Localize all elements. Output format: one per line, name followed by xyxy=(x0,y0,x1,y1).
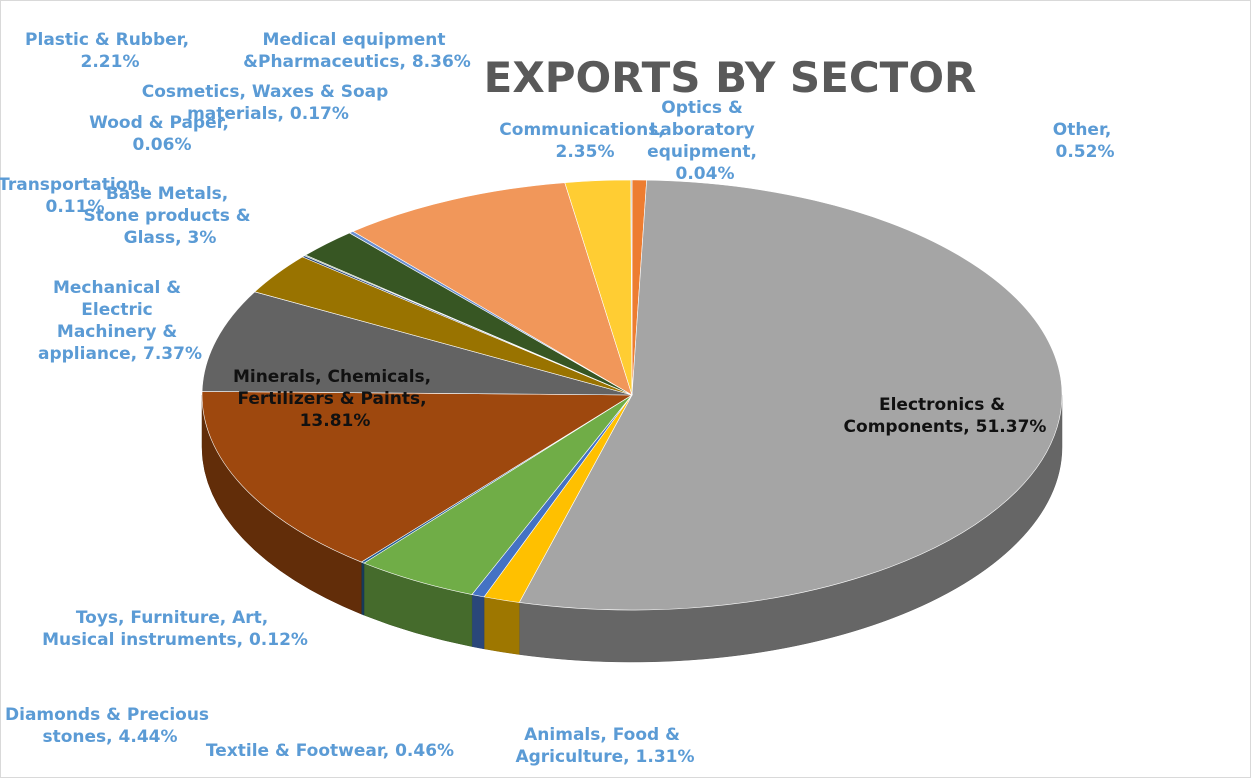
data-label: Wood & Paper, 0.06% xyxy=(89,113,235,155)
slice xyxy=(352,182,633,396)
slice xyxy=(518,179,1063,611)
data-label: Minerals, Chemicals, Fertilizers & Paint… xyxy=(233,367,437,431)
data-label: Cosmetics, Waxes & Soap materials, 0.17% xyxy=(142,82,394,124)
data-label: Mechanical & Electric Machinery & applia… xyxy=(38,278,202,364)
data-label: Other, 0.52% xyxy=(1053,120,1117,162)
data-label: Textile & Footwear, 0.46% xyxy=(206,741,454,761)
pie-sides xyxy=(201,394,1063,663)
slice xyxy=(201,391,634,563)
data-label: Animals, Food & Agriculture, 1.31% xyxy=(515,725,694,767)
data-label: Transportation, 0.11% xyxy=(0,175,152,217)
data-label: Plastic & Rubber, 2.21% xyxy=(25,30,195,72)
slice-side xyxy=(471,594,485,650)
data-label: Optics & Laboratory equipment, 0.04% xyxy=(647,98,763,184)
data-label: Base Metals, Stone products & Glass, 3% xyxy=(83,184,256,248)
slice-side xyxy=(361,561,365,616)
data-label: Communications, 2.35% xyxy=(499,120,670,162)
chart-title: EXPORTS BY SECTOR xyxy=(484,53,977,102)
slice-side xyxy=(483,596,520,655)
slice xyxy=(201,291,633,396)
slice xyxy=(630,179,633,396)
data-label: Diamonds & Precious stones, 4.44% xyxy=(5,705,215,747)
data-label: Medical equipment &Pharmaceutics, 8.36% xyxy=(243,30,471,72)
data-label: Toys, Furniture, Art, Musical instrument… xyxy=(42,608,308,650)
data-label: Electronics & Components, 51.37% xyxy=(844,395,1047,437)
